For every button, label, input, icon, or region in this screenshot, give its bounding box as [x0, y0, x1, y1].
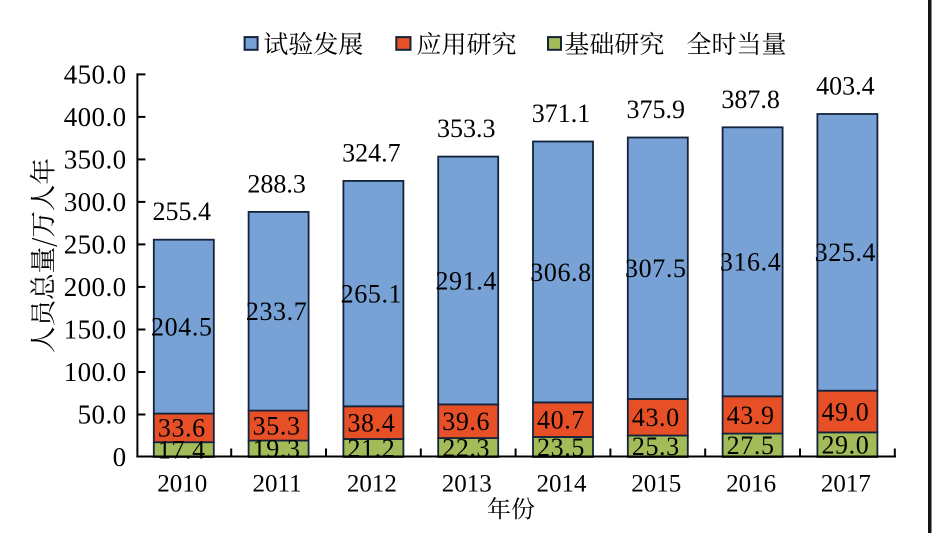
svg-text:38.4: 38.4 — [347, 408, 395, 437]
svg-text:265.1: 265.1 — [341, 279, 403, 308]
svg-text:307.5: 307.5 — [625, 254, 687, 283]
svg-text:23.5: 23.5 — [537, 433, 585, 462]
svg-text:33.6: 33.6 — [158, 414, 206, 443]
svg-text:200.0: 200.0 — [64, 272, 127, 302]
svg-text:353.3: 353.3 — [437, 114, 496, 143]
svg-text:2015: 2015 — [631, 470, 681, 497]
svg-text:50.0: 50.0 — [78, 400, 127, 430]
svg-text:255.4: 255.4 — [153, 197, 212, 226]
svg-text:49.0: 49.0 — [821, 397, 869, 426]
svg-text:29.0: 29.0 — [821, 431, 869, 460]
svg-text:25.3: 25.3 — [632, 432, 680, 461]
svg-text:450.0: 450.0 — [64, 59, 127, 89]
svg-text:375.9: 375.9 — [627, 95, 686, 124]
svg-text:40.7: 40.7 — [537, 406, 585, 435]
svg-text:250.0: 250.0 — [64, 229, 127, 259]
svg-text:2016: 2016 — [726, 470, 776, 497]
svg-text:27.5: 27.5 — [727, 431, 775, 460]
svg-text:387.8: 387.8 — [721, 85, 780, 114]
svg-text:324.7: 324.7 — [342, 138, 401, 167]
svg-text:233.7: 233.7 — [246, 297, 308, 326]
svg-text:43.0: 43.0 — [632, 403, 680, 432]
svg-text:19.3: 19.3 — [253, 435, 301, 464]
svg-text:2013: 2013 — [442, 470, 492, 497]
svg-text:204.5: 204.5 — [151, 313, 213, 342]
svg-text:350.0: 350.0 — [64, 144, 127, 174]
svg-text:2014: 2014 — [537, 470, 588, 497]
svg-text:2017: 2017 — [821, 470, 871, 497]
svg-text:403.4: 403.4 — [816, 72, 875, 101]
svg-text:291.4: 291.4 — [435, 266, 497, 295]
svg-text:0: 0 — [113, 442, 127, 472]
svg-text:39.6: 39.6 — [442, 407, 490, 436]
svg-text:21.2: 21.2 — [347, 434, 395, 463]
svg-text:22.3: 22.3 — [442, 433, 490, 462]
svg-text:35.3: 35.3 — [253, 411, 301, 440]
svg-text:2011: 2011 — [253, 470, 302, 497]
svg-text:400.0: 400.0 — [64, 102, 127, 132]
svg-text:300.0: 300.0 — [64, 187, 127, 217]
svg-text:316.4: 316.4 — [720, 248, 782, 277]
svg-text:2012: 2012 — [347, 470, 397, 497]
svg-text:100.0: 100.0 — [64, 357, 127, 387]
svg-text:150.0: 150.0 — [64, 315, 127, 345]
svg-text:17.4: 17.4 — [158, 435, 206, 464]
svg-text:43.9: 43.9 — [727, 401, 775, 430]
svg-text:2010: 2010 — [157, 470, 207, 497]
svg-text:306.8: 306.8 — [530, 258, 592, 287]
svg-text:288.3: 288.3 — [247, 169, 306, 198]
svg-text:371.1: 371.1 — [532, 99, 591, 128]
svg-text:325.4: 325.4 — [815, 238, 877, 267]
